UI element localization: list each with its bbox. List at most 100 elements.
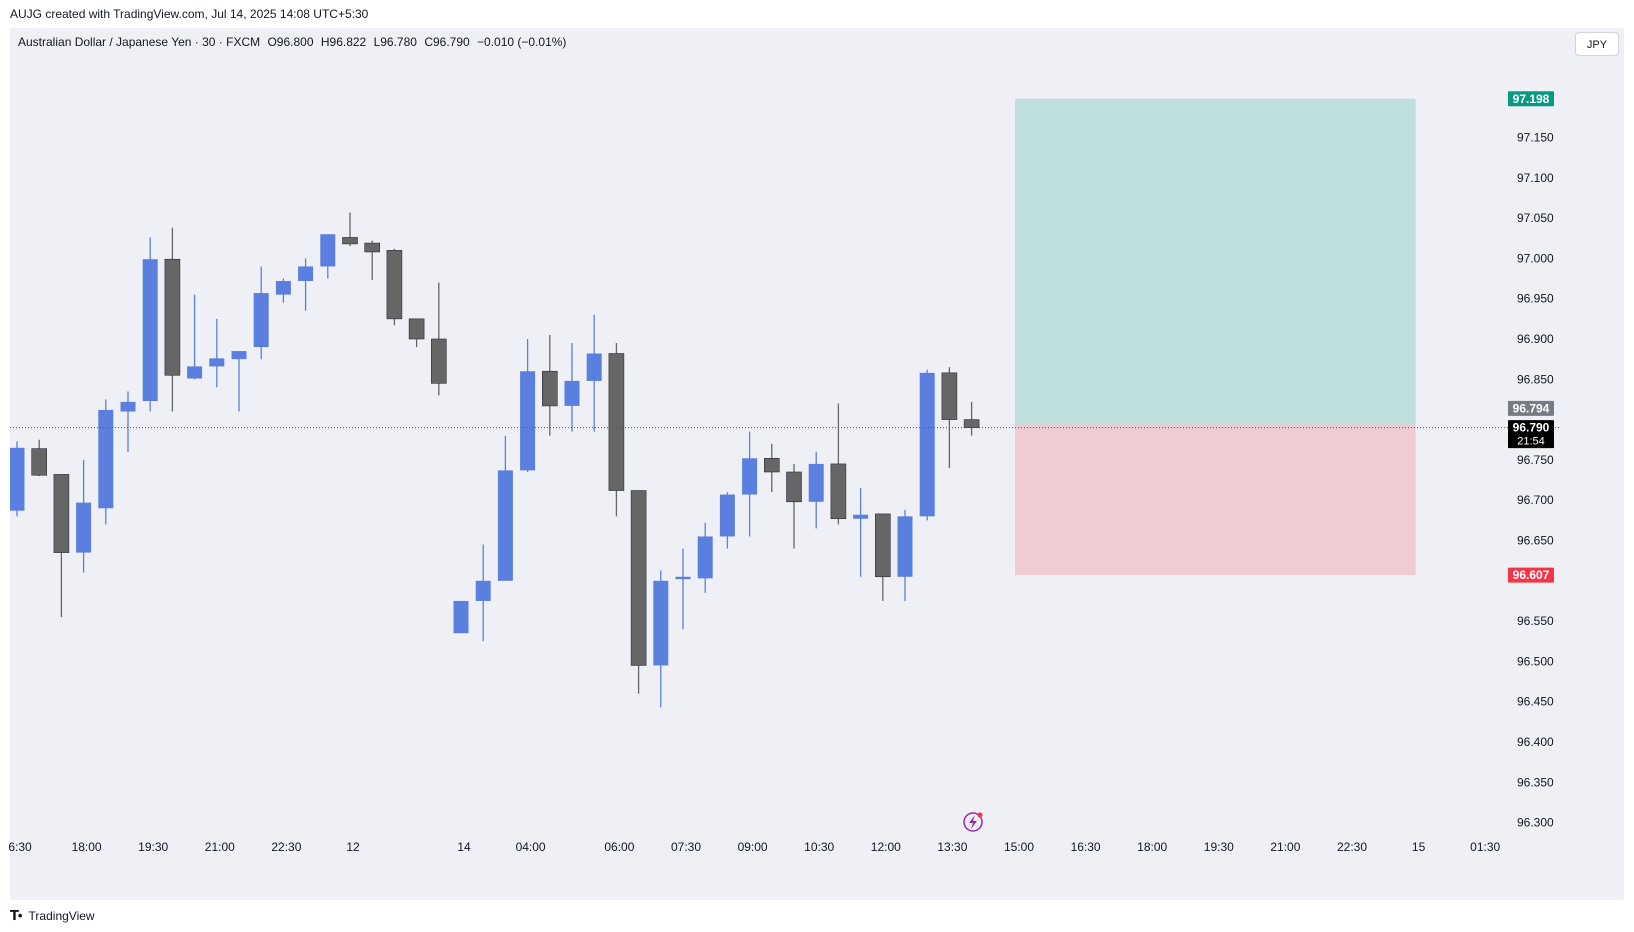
y-axis-tick-label: 96.650 [1517, 534, 1554, 548]
candle [253, 266, 269, 360]
candle [697, 522, 713, 593]
candle [408, 318, 425, 348]
candle [453, 600, 469, 634]
candle-body [586, 353, 602, 381]
candle [275, 278, 291, 303]
x-axis-tick-label: 12 [346, 840, 360, 854]
y-axis-tick-label: 96.500 [1517, 654, 1554, 668]
candle-body [653, 580, 669, 666]
candle-body [120, 401, 136, 412]
candle-body [697, 536, 713, 579]
plot-area [10, 98, 1416, 708]
candle [342, 212, 358, 247]
target-price-label-bg [1508, 91, 1554, 107]
candle-body [763, 457, 780, 473]
ohlc-low: L96.780 [373, 35, 417, 49]
candle [475, 544, 491, 642]
candle-body [53, 474, 70, 553]
x-axis-tick-label: 07:30 [671, 840, 701, 854]
x-axis-tick-label: 15 [1412, 840, 1426, 854]
x-axis-tick-label: 21:00 [1270, 840, 1300, 854]
candle-body [253, 293, 269, 348]
x-axis-tick-label: 04:00 [516, 840, 546, 854]
long-position-target-zone [1015, 98, 1416, 425]
y-axis-tick-label: 97.100 [1517, 171, 1554, 185]
candle-body [830, 463, 847, 520]
y-axis-tick-label: 96.900 [1517, 332, 1554, 346]
candle-body [430, 338, 447, 384]
candle [675, 548, 691, 630]
candle-body [786, 471, 802, 503]
candle-body [941, 372, 958, 420]
candle [10, 441, 25, 517]
candle-body [142, 259, 158, 402]
y-axis-tick-label: 96.750 [1517, 453, 1554, 467]
candle [719, 492, 735, 549]
candle-body [475, 580, 491, 601]
candle-body [98, 409, 114, 509]
x-axis-tick-label: 22:30 [271, 840, 301, 854]
symbol-title[interactable]: Australian Dollar / Japanese Yen · 30 · … [18, 35, 261, 49]
x-axis-tick-label: 21:00 [205, 840, 235, 854]
long-position-stop-zone [1015, 424, 1416, 576]
tradingview-logo-icon: 𝗧• [10, 908, 22, 923]
candle-body [520, 371, 536, 471]
candle [763, 443, 780, 493]
candle-body [675, 576, 691, 580]
chart-snapshot-header: AUJG created with TradingView.com, Jul 1… [0, 0, 1634, 28]
candle-body [164, 258, 181, 376]
x-axis-tick-label: 12:00 [871, 840, 901, 854]
y-axis-tick-label: 96.950 [1517, 292, 1554, 306]
candle [364, 240, 381, 281]
candle-body [497, 470, 513, 581]
candle-body [742, 458, 758, 495]
candle-body [541, 370, 558, 407]
stop-price-label: 96.607 [1513, 568, 1550, 582]
x-axis-tick-label: 14 [457, 840, 471, 854]
candle-body [608, 353, 625, 491]
candle-body [209, 358, 225, 367]
y-axis-tick-label: 97.000 [1517, 251, 1554, 265]
candle-body [874, 513, 891, 578]
candle-body [963, 419, 980, 428]
candle [76, 459, 92, 573]
candle [497, 435, 513, 581]
y-axis-tick-label: 97.150 [1517, 131, 1554, 145]
candle [608, 343, 625, 517]
candle [430, 282, 447, 396]
target-price-label: 97.198 [1513, 92, 1550, 106]
currency-button[interactable]: JPY [1575, 32, 1619, 56]
candle [187, 294, 203, 380]
y-axis-tick-label: 96.400 [1517, 735, 1554, 749]
candle [164, 227, 181, 412]
candle-body [453, 600, 469, 634]
candle-body [808, 463, 824, 502]
ohlc-change: −0.010 (−0.01%) [477, 35, 567, 49]
candle [520, 339, 536, 472]
candle-body [10, 447, 25, 511]
candle [298, 258, 314, 311]
candle [541, 334, 558, 436]
candle [742, 431, 758, 537]
candle-body [364, 242, 381, 253]
entry-price-label: 96.794 [1513, 401, 1550, 415]
candle-body [853, 514, 869, 519]
x-axis-tick-label: 6:30 [8, 840, 32, 854]
candle-body [275, 280, 291, 295]
candle-body [342, 237, 358, 245]
candle [874, 513, 891, 601]
x-axis-tick-label: 10:30 [804, 840, 834, 854]
candle-body [231, 351, 247, 360]
candle [786, 463, 802, 549]
candle [919, 369, 935, 521]
x-axis-tick-label: 19:30 [1204, 840, 1234, 854]
tradingview-footer: 𝗧• TradingView [10, 906, 95, 926]
candle-body [386, 250, 403, 320]
y-axis-tick-label: 96.700 [1517, 493, 1554, 507]
candle [808, 451, 824, 529]
x-axis-tick-label: 01:30 [1470, 840, 1500, 854]
lightning-icon[interactable] [963, 812, 983, 832]
y-axis-tick-label: 96.350 [1517, 775, 1554, 789]
candle-body [76, 502, 92, 553]
